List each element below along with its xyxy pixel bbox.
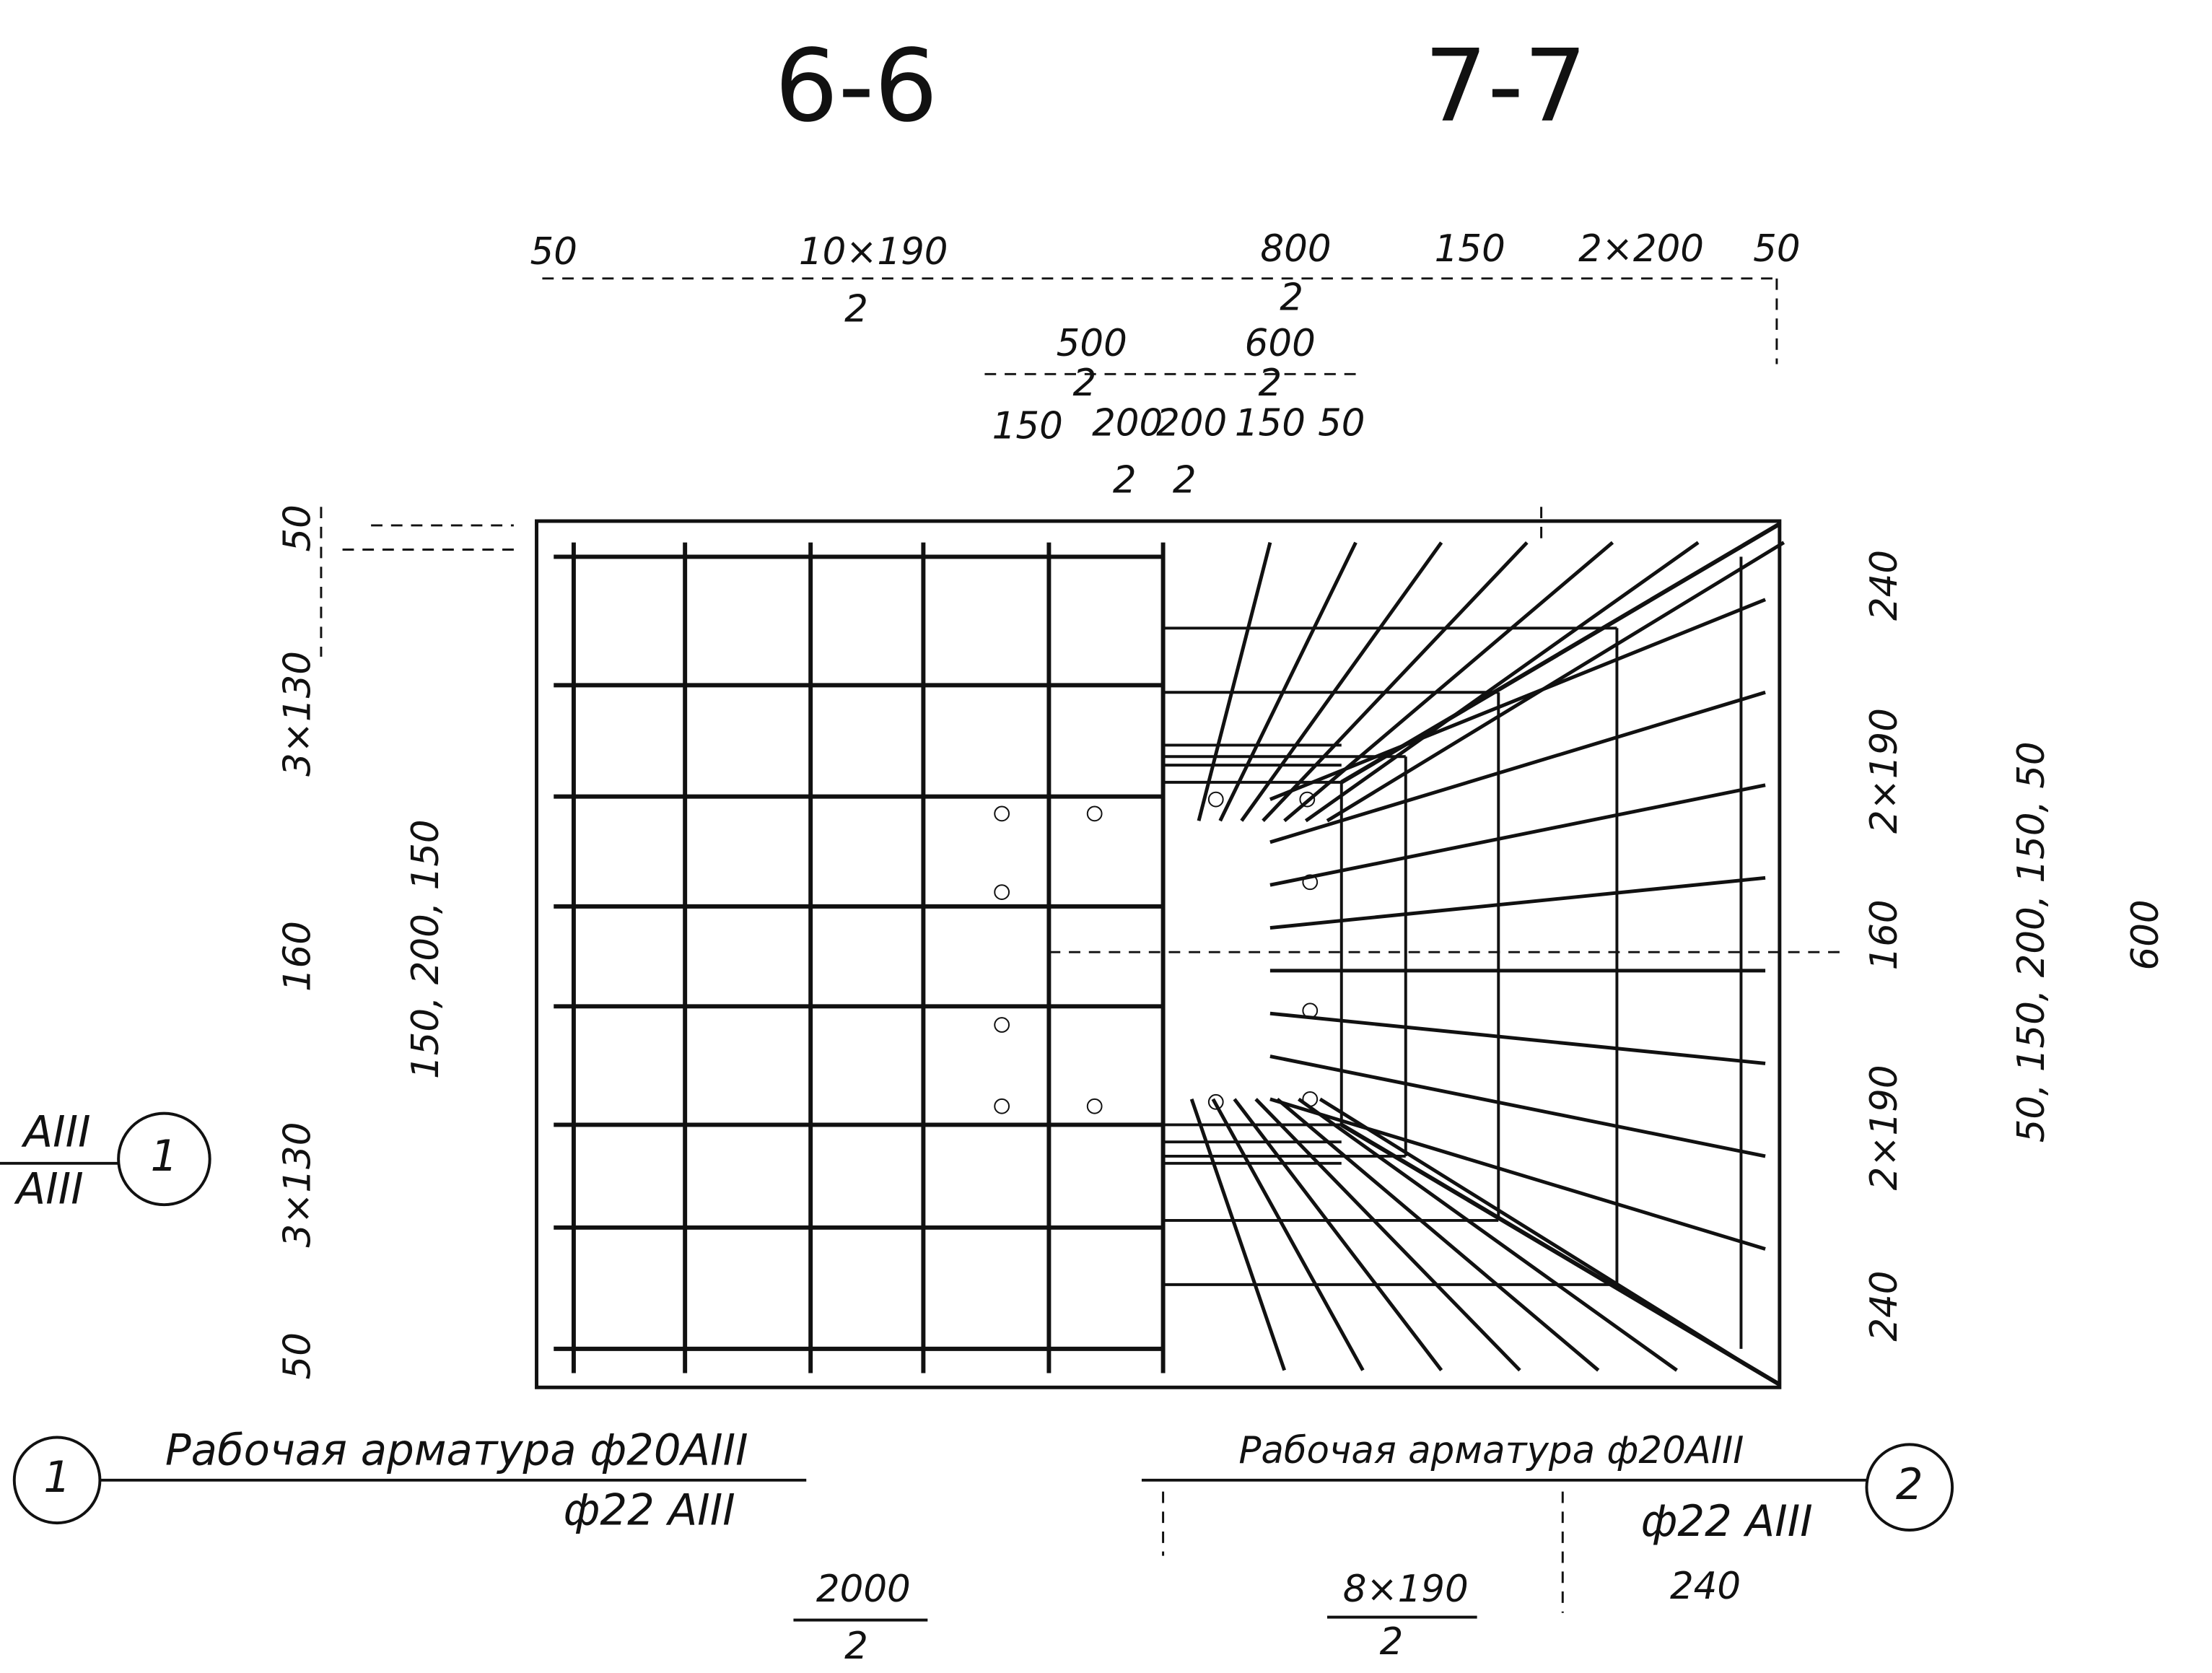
- dim: 240: [1863, 550, 1906, 621]
- callout-text: ф22 АIII: [564, 1485, 735, 1534]
- bar-line: [1298, 1099, 1677, 1371]
- rebar-dot: [1303, 1092, 1317, 1106]
- bar-line: [1270, 1099, 1765, 1249]
- dim: 2: [1280, 276, 1303, 319]
- dim: 8×190: [1343, 1568, 1469, 1611]
- dim: 600: [2124, 899, 2167, 970]
- rebar-dot: [1209, 792, 1223, 807]
- dim: 2: [1259, 362, 1282, 405]
- rebar-dot: [994, 1018, 1009, 1032]
- dim: 2×200: [1578, 227, 1704, 271]
- dim: 240: [1863, 1271, 1906, 1342]
- bar-line: [1199, 543, 1270, 821]
- dim: 50: [276, 1332, 319, 1379]
- dim: 10×190: [799, 230, 948, 274]
- dim: 160: [1863, 899, 1906, 970]
- dimension-labels: 50 10×190 2 800 2 150 2×200 50 500 2 600…: [14, 227, 2167, 1668]
- dim: 150: [992, 404, 1063, 447]
- bar-line: [1192, 1099, 1285, 1371]
- rebar-dot: [1088, 1099, 1102, 1114]
- bar-line: [1270, 1013, 1765, 1063]
- rebar-dot: [994, 1099, 1009, 1114]
- dim: 2000: [816, 1568, 911, 1611]
- dim: 200: [1092, 402, 1163, 445]
- callout-number: 1: [151, 1131, 178, 1181]
- dim: 2: [1380, 1620, 1404, 1664]
- dim: 50: [530, 230, 577, 274]
- dim: 2: [1113, 459, 1137, 502]
- drawing: 6-6 7-7 50 10×190 2 800 2 150 2×200 50 5…: [0, 0, 2212, 1673]
- section-title: 6-6: [774, 28, 937, 144]
- bar-line: [1270, 692, 1765, 842]
- dim: 500: [1057, 322, 1127, 365]
- callout-text: АIII: [14, 1163, 84, 1213]
- section-title: 7-7: [1424, 28, 1587, 144]
- dim: 50: [1318, 402, 1365, 445]
- callout-text: ф22 АIII: [1641, 1496, 1813, 1546]
- dim: 200: [1156, 402, 1227, 445]
- callout-number: 1: [43, 1452, 71, 1502]
- dim: 50: [276, 504, 319, 551]
- bar-line: [1213, 1099, 1363, 1371]
- dim: 50, 150, 200, 150, 50: [2010, 741, 2053, 1143]
- rebar-dot: [994, 885, 1009, 899]
- dim: 3×130: [276, 651, 319, 777]
- callout-text: Рабочая арматура ф20АIII: [165, 1425, 748, 1475]
- dim: 160: [276, 921, 319, 992]
- dim: 2: [1072, 362, 1096, 405]
- bar-line: [1270, 1057, 1765, 1156]
- dim: 150, 200, 150: [404, 819, 447, 1079]
- dim: 2: [1173, 459, 1197, 502]
- callout-number: 2: [1896, 1459, 1923, 1509]
- bar-line: [1277, 1099, 1599, 1371]
- callout-text: АIII: [21, 1106, 91, 1156]
- dim: 2×190: [1863, 1065, 1906, 1190]
- dim: 800: [1260, 227, 1331, 271]
- dim: 150: [1435, 227, 1505, 271]
- bar-line: [1241, 543, 1441, 821]
- rebar-dot: [994, 806, 1009, 821]
- dim: 240: [1670, 1565, 1741, 1608]
- dim: 2×190: [1863, 708, 1906, 834]
- dim: 3×130: [276, 1122, 319, 1248]
- dim: 2: [844, 1625, 868, 1668]
- bar-line: [1270, 785, 1765, 885]
- dim: 150: [1235, 402, 1306, 445]
- dim: 600: [1245, 322, 1316, 365]
- rebar-dot: [1088, 806, 1102, 821]
- dim: 50: [1753, 227, 1800, 271]
- outline: [537, 521, 1780, 1387]
- reinforcement: [321, 279, 1841, 1613]
- callout-text: Рабочая арматура ф20АIII: [1238, 1429, 1744, 1472]
- rebar-dot: [1303, 1003, 1317, 1018]
- bar-line: [1270, 600, 1765, 800]
- bar-line: [1306, 543, 1698, 821]
- dim: 2: [844, 287, 868, 331]
- bar-line: [1270, 878, 1765, 927]
